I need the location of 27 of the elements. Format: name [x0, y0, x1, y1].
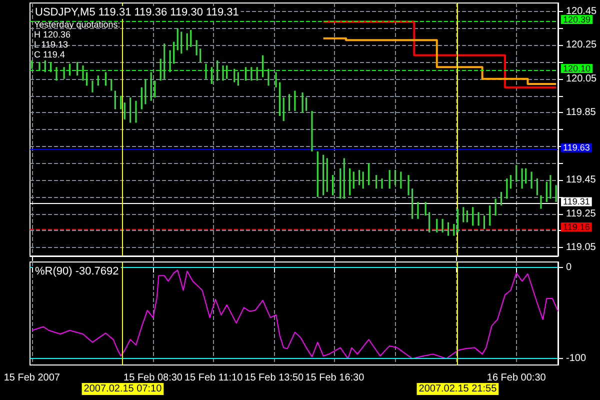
- y-tick-label: 119.85: [566, 107, 596, 118]
- x-tick-label: 15 Feb 16:30: [305, 372, 365, 384]
- ref-line-label: 120.39: [563, 14, 591, 25]
- y-tick-label: 120.25: [566, 40, 598, 51]
- x-tick-label: 15 Feb 08:30: [124, 372, 183, 384]
- annotation: Yesterday quotations:: [34, 20, 120, 30]
- ref-line-label: 119.31: [563, 196, 590, 207]
- annotation: C 119.4: [34, 50, 65, 60]
- chart-title: %R(90) -30.7692: [35, 266, 119, 278]
- y-tick-label: 119.45: [566, 174, 596, 186]
- y-tick-label: 120.45: [566, 6, 598, 17]
- chart-title: USDJPY,M5 119.31 119.36 119.30 119.31: [35, 6, 239, 18]
- ref-line-label: 2007.02.15 21:55: [418, 384, 498, 394]
- y-tick-label: 119.25: [566, 208, 596, 220]
- ref-line-label: 119.16: [563, 222, 590, 232]
- ref-line-label: 120.10: [563, 63, 591, 74]
- y-tick-label: 119.05: [566, 242, 596, 254]
- x-tick-label: 15 Feb 11:10: [184, 372, 244, 384]
- y-tick-label: 120.05: [566, 73, 598, 84]
- x-tick-label: 16 Feb 00:30: [486, 372, 546, 384]
- x-tick-label: 15 Feb 2007: [4, 372, 60, 384]
- x-tick-label: 15 Feb 13:50: [244, 372, 304, 384]
- y-tick-label: 0: [566, 262, 572, 273]
- ref-line-label: 2007.02.15 07:10: [84, 384, 162, 394]
- y-tick-label: -100: [566, 353, 586, 364]
- annotation: H 120.36: [34, 30, 71, 40]
- ref-line-label: 119.63: [563, 142, 590, 153]
